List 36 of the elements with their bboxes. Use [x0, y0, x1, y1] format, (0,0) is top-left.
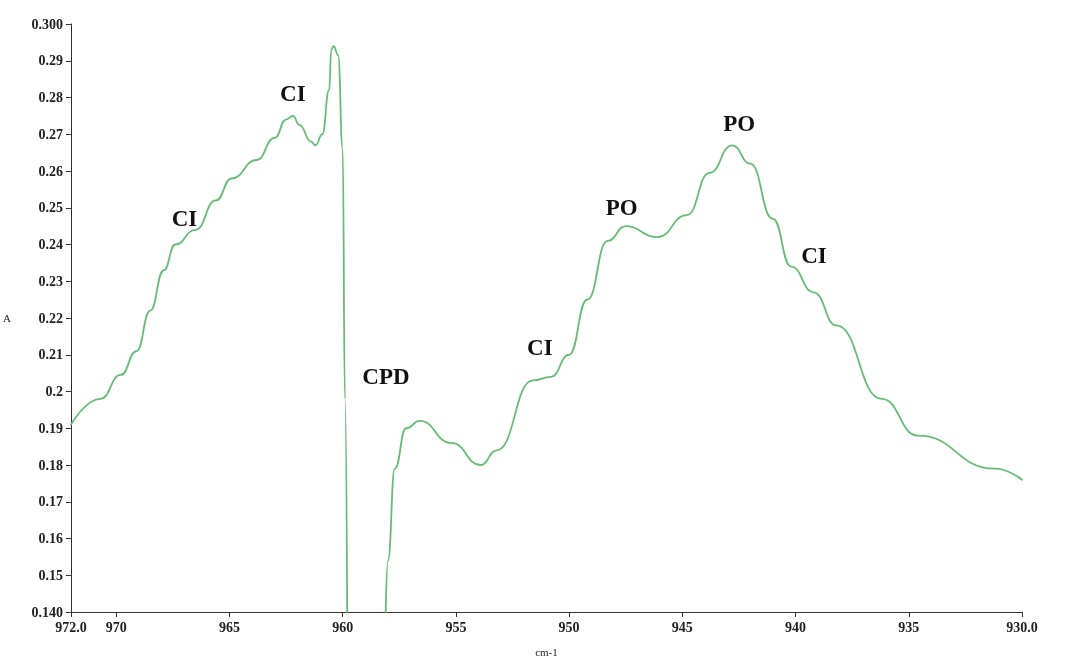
y-tick-label: 0.26 — [38, 163, 63, 179]
y-tick-label: 0.23 — [38, 273, 63, 289]
x-axis-title: cm-1 — [535, 645, 558, 658]
annotation: CI — [171, 206, 198, 232]
x-tick-label: 960 — [332, 619, 354, 635]
y-tick-label: 0.300 — [31, 16, 63, 32]
annotation: PO — [723, 110, 756, 136]
y-tick-label: 0.16 — [38, 531, 63, 546]
y-tick-label: 0.29 — [38, 53, 63, 69]
y-tick-label: 0.24 — [38, 237, 63, 252]
x-tick-label: 955 — [445, 619, 467, 635]
annotation: CI — [280, 81, 306, 107]
x-tick-label: 965 — [218, 619, 240, 635]
x-tick-label: 970 — [105, 619, 127, 635]
y-tick-label: 0.22 — [38, 310, 63, 326]
y-axis-title: A — [2, 312, 11, 324]
annotation: CI — [527, 334, 553, 360]
x-tick-label: 945 — [671, 619, 693, 635]
y-tick-label: 0.17 — [38, 494, 63, 510]
y-tick-label: 0.15 — [38, 567, 63, 583]
y-tick-label: 0.28 — [38, 90, 63, 105]
y-tick-label: 0.140 — [31, 604, 63, 620]
y-tick-label: 0.21 — [38, 347, 63, 363]
x-tick-label: 950 — [558, 619, 580, 635]
x-tick-label: 972.0 — [55, 619, 87, 635]
y-tick-label: 0.2 — [45, 384, 63, 399]
y-tick-label: 0.19 — [38, 420, 63, 436]
x-tick-label: 935 — [898, 619, 920, 635]
x-tick-label: 930.0 — [1006, 619, 1038, 635]
x-tick-label: 940 — [785, 619, 807, 635]
y-tick-label: 0.27 — [38, 126, 63, 142]
y-tick-label: 0.25 — [38, 200, 63, 216]
annotation: PO — [605, 195, 638, 221]
y-tick-label: 0.18 — [38, 457, 63, 473]
annotation: CPD — [362, 364, 410, 390]
annotation: CI — [801, 243, 827, 269]
